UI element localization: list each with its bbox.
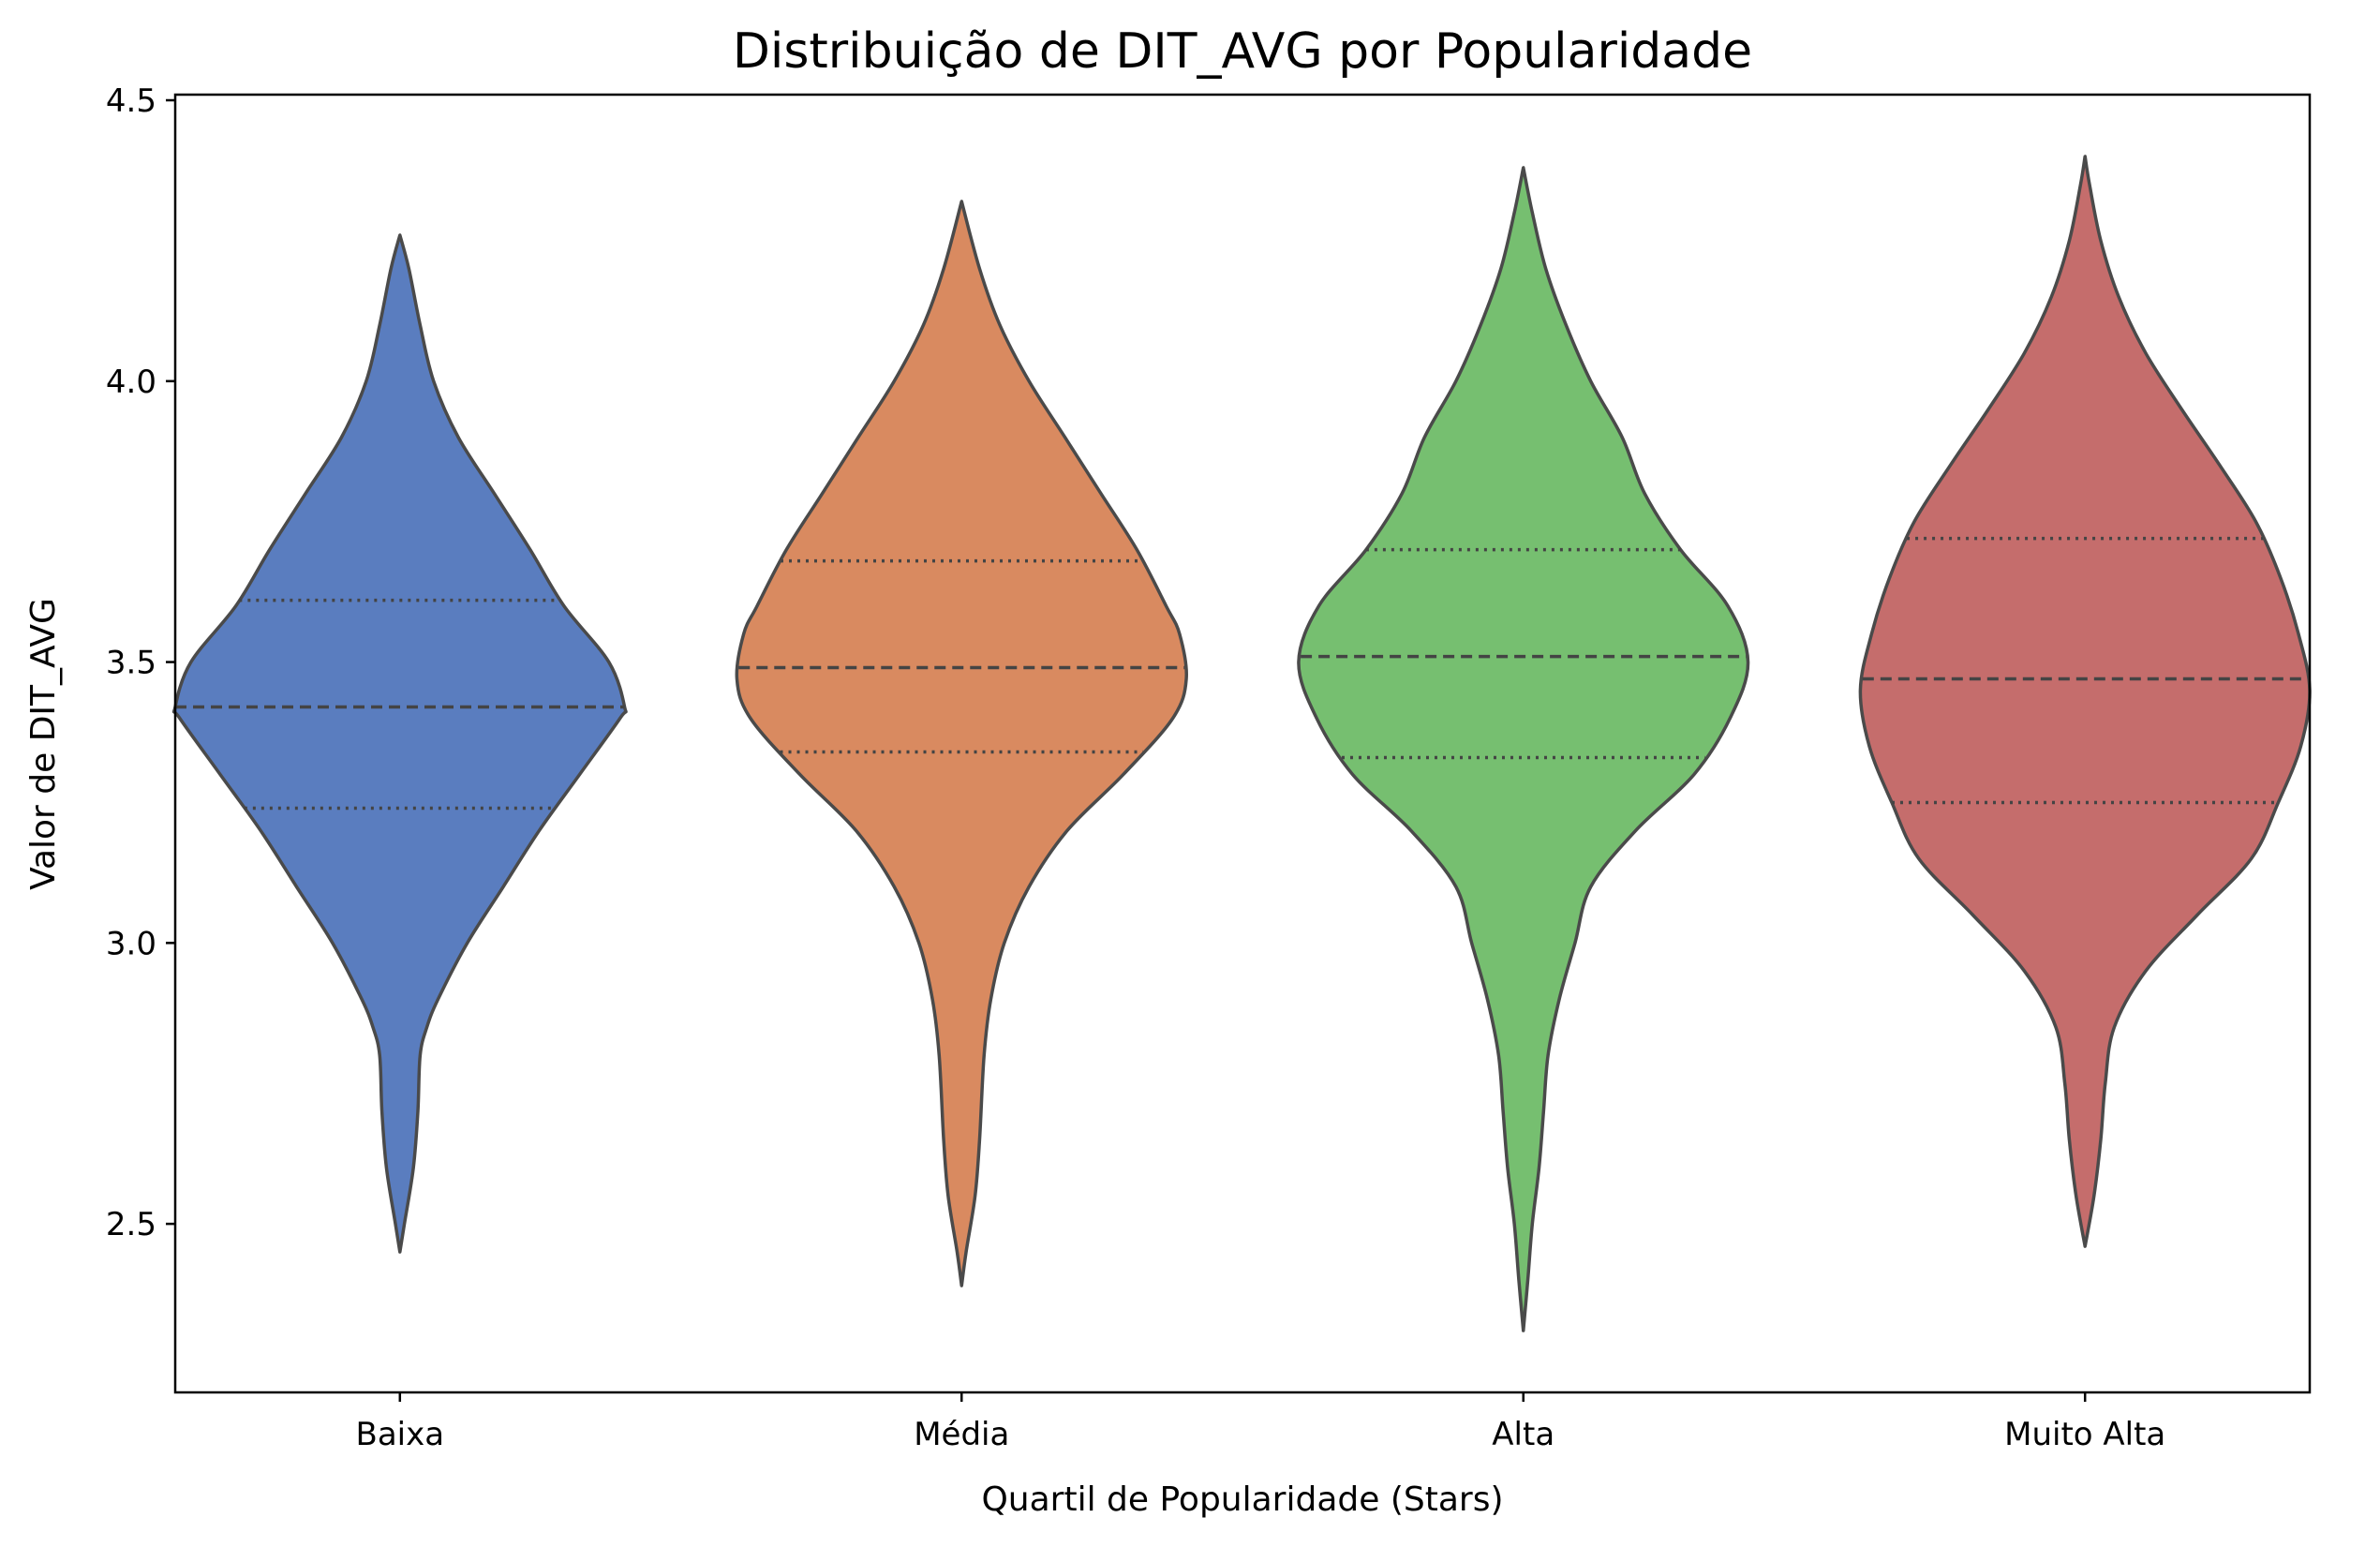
y-tick-label: 3.5	[106, 645, 156, 682]
chart-title: Distribuição de DIT_AVG por Popularidade	[733, 23, 1752, 80]
plot-area-frame	[173, 93, 2312, 1394]
violin-group	[1858, 155, 2312, 1248]
y-axis: 2.5 3.0 3.5 4.0 4.5	[106, 82, 175, 1243]
violin-body	[1297, 166, 1750, 1332]
y-tick-label: 2.5	[106, 1206, 156, 1243]
violin-body	[735, 200, 1188, 1287]
violin-body	[1858, 155, 2312, 1248]
x-tick-label: Média	[914, 1416, 1009, 1453]
x-tick-label: Baixa	[356, 1416, 445, 1453]
x-tick-label: Alta	[1492, 1416, 1554, 1453]
y-axis-label: Valor de DIT_AVG	[24, 598, 63, 890]
violin-body	[171, 233, 628, 1254]
y-tick-label: 4.5	[106, 82, 156, 120]
violins	[171, 155, 2312, 1332]
y-tick-label: 3.0	[106, 925, 156, 962]
y-tick-label: 4.0	[106, 364, 156, 401]
violin-group	[1297, 166, 1750, 1332]
violin-group	[171, 233, 628, 1254]
x-axis: Baixa Média Alta Muito Alta	[356, 1392, 2165, 1453]
x-tick-label: Muito Alta	[2004, 1416, 2165, 1453]
x-axis-label: Quartil de Popularidade (Stars)	[981, 1480, 1503, 1519]
violin-group	[735, 200, 1188, 1287]
